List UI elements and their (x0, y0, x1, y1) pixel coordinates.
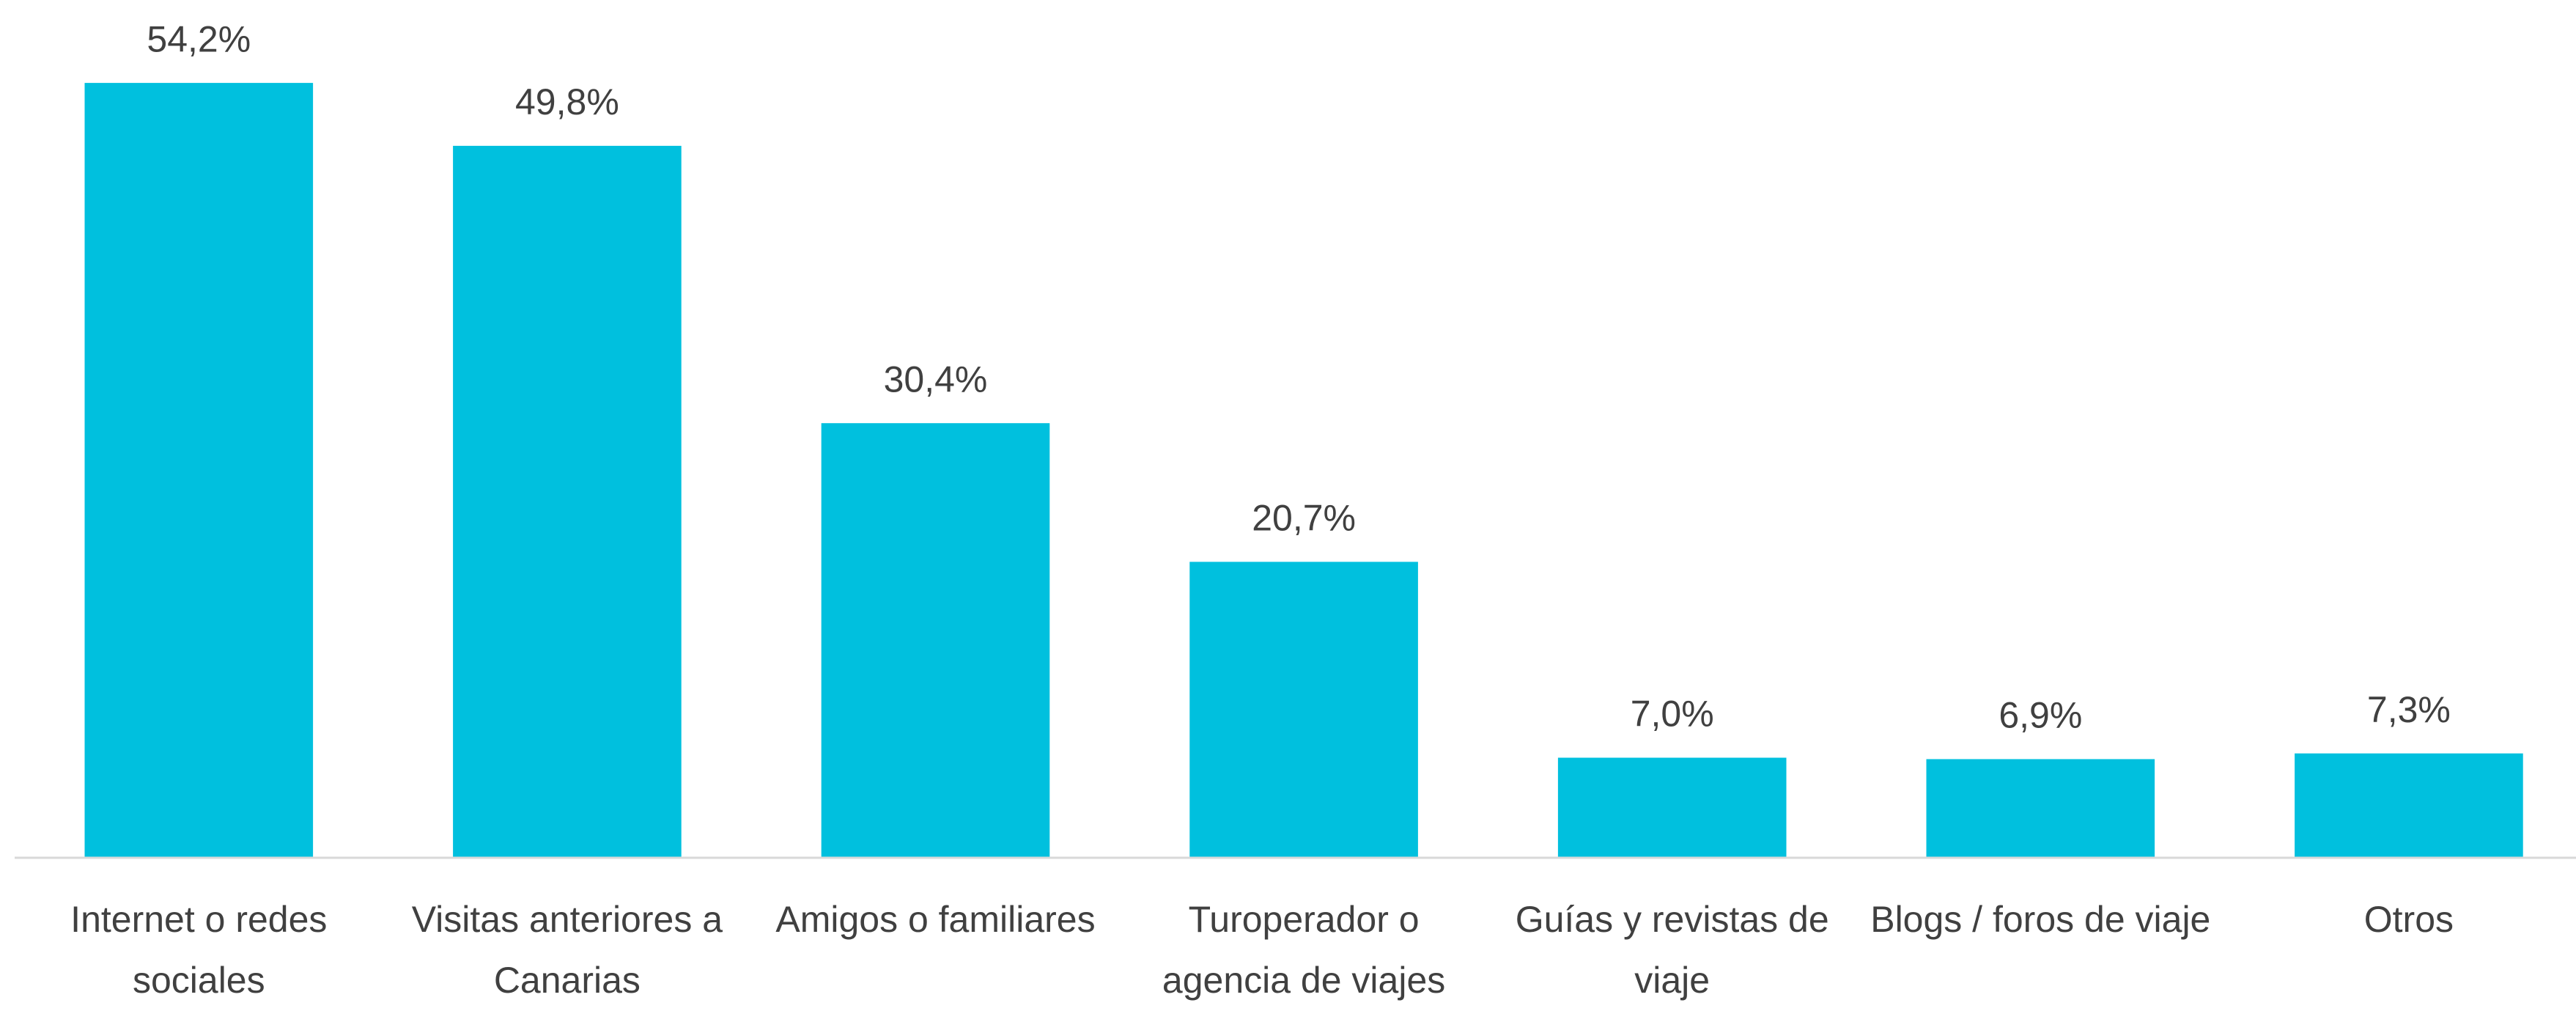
x-tick-label: Turoperador o agencia de viajes (1162, 899, 1446, 1001)
bar (453, 145, 682, 858)
data-label: 20,7% (1252, 498, 1356, 539)
bar (1926, 759, 2155, 858)
data-label: 30,4% (884, 359, 988, 400)
data-label: 7,0% (1631, 694, 1714, 735)
bar (1189, 562, 1418, 858)
x-tick-label: Otros (2363, 899, 2454, 940)
data-label: 49,8% (515, 81, 619, 122)
x-tick-label: Visitas anteriores a Canarias (411, 899, 723, 1001)
bar (2295, 753, 2523, 858)
bar (84, 83, 314, 859)
bar (1557, 757, 1787, 858)
x-tick-label: Guías y revistas de viaje (1515, 899, 1829, 1001)
bar (821, 423, 1050, 858)
data-label: 6,9% (1999, 695, 2082, 736)
data-label: 54,2% (147, 18, 251, 59)
data-label: 7,3% (2367, 689, 2451, 730)
x-tick-label: Amigos o familiares (775, 899, 1096, 940)
x-tick-label: Blogs / foros de viaje (1870, 899, 2211, 940)
x-tick-label: Internet o redes sociales (70, 899, 328, 1001)
